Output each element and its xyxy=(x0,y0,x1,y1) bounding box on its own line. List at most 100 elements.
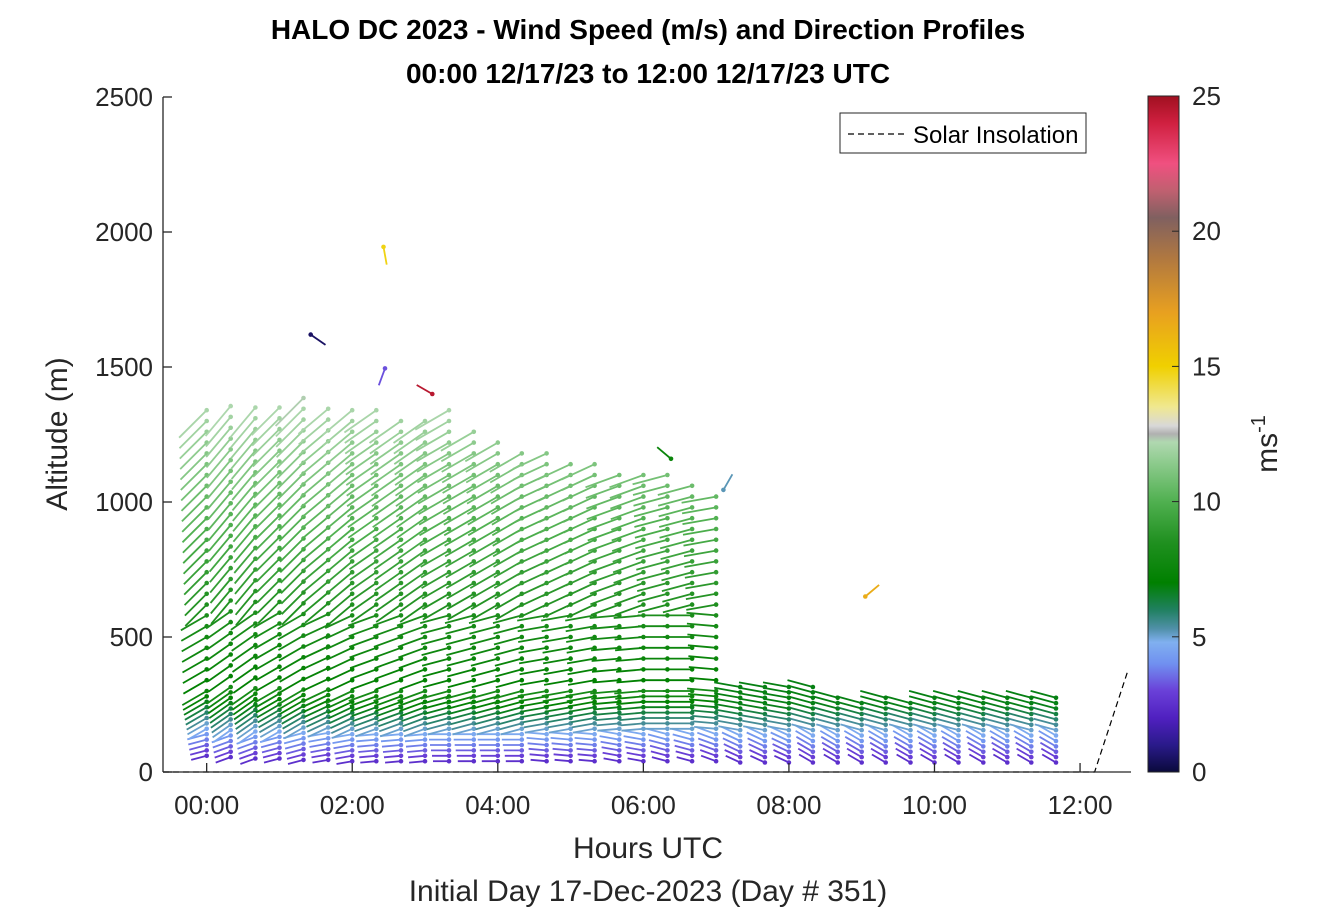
wind-barb-point xyxy=(786,727,792,733)
wind-barb-shaft xyxy=(230,439,257,470)
wind-barb-shaft xyxy=(301,526,329,550)
wind-barb-point xyxy=(374,742,379,748)
y-axis-label: Altitude (m) xyxy=(41,357,74,510)
wind-barb-shaft xyxy=(822,747,839,758)
wind-barb-point xyxy=(519,742,525,748)
wind-barb-shaft xyxy=(328,603,353,625)
wind-barb-shaft xyxy=(396,528,426,550)
wind-barb-shaft xyxy=(369,441,402,465)
wind-barb-shaft xyxy=(1038,730,1057,742)
wind-barb-point xyxy=(277,567,282,572)
wind-barb-point xyxy=(422,688,428,694)
wind-barb-shaft xyxy=(992,747,1008,758)
wind-barb-shaft xyxy=(348,539,377,560)
wind-barb-shaft xyxy=(844,736,863,748)
wind-barb-point xyxy=(277,599,282,605)
wind-barb-shaft xyxy=(715,708,741,715)
wind-barb-shaft xyxy=(787,695,814,704)
wind-barb-shaft xyxy=(374,560,402,581)
wind-barb-shaft xyxy=(187,722,208,736)
wind-barb-shaft xyxy=(231,633,256,652)
wind-barb-shaft xyxy=(186,717,208,731)
wind-barb-point xyxy=(1029,760,1034,765)
wind-barb-point xyxy=(713,715,719,721)
wind-barb-shaft xyxy=(286,753,304,760)
wind-barb-point xyxy=(374,726,379,732)
wind-barb-shaft xyxy=(991,741,1008,753)
wind-barb-shaft xyxy=(205,427,232,458)
wind-barb-point xyxy=(277,426,282,432)
wind-barb-point xyxy=(471,726,477,732)
wind-barb-shaft xyxy=(722,473,734,491)
wind-barb-point xyxy=(374,753,379,759)
wind-barb-point xyxy=(544,461,549,467)
wind-barb-point xyxy=(253,745,258,750)
wind-barb-shaft xyxy=(407,749,426,753)
wind-barb-shaft xyxy=(771,737,790,748)
wind-barb-shaft xyxy=(180,463,208,491)
wind-barb-shaft xyxy=(251,417,281,447)
wind-barb-shaft xyxy=(206,643,232,661)
wind-barb-shaft xyxy=(603,757,620,763)
wind-barb-shaft xyxy=(451,722,475,731)
wind-barb-shaft xyxy=(788,706,814,715)
wind-barb-shaft xyxy=(350,668,377,680)
wind-barb-shaft xyxy=(447,679,475,689)
wind-barb-shaft xyxy=(349,560,377,581)
wind-barb-shaft xyxy=(383,754,402,759)
wind-barb-shaft xyxy=(837,706,862,715)
wind-barb-point xyxy=(737,727,743,733)
wind-barb-point xyxy=(1053,722,1059,728)
wind-barb-shaft xyxy=(985,723,1008,731)
wind-barb-point xyxy=(713,688,719,694)
wind-barb-shaft xyxy=(471,668,499,678)
wind-barb-shaft xyxy=(621,727,644,732)
wind-barb-point xyxy=(713,748,719,753)
wind-barb-shaft xyxy=(587,538,620,552)
wind-barb-shaft xyxy=(328,706,353,720)
wind-barb-shaft xyxy=(908,700,935,710)
wind-barb-shaft xyxy=(262,752,280,759)
wind-barb-point xyxy=(374,602,379,607)
wind-barb-shaft xyxy=(325,506,353,531)
wind-barb-point xyxy=(495,753,501,759)
wind-barb-shaft xyxy=(519,679,547,686)
wind-barb-point xyxy=(665,548,670,553)
wind-barb-shaft xyxy=(819,730,839,742)
wind-barb-point xyxy=(277,524,282,529)
wind-barb-point xyxy=(737,722,743,728)
wind-barb-shaft xyxy=(600,740,620,746)
wind-barb-shaft xyxy=(397,690,426,702)
wind-barb-shaft xyxy=(541,614,571,622)
wind-barb-shaft xyxy=(469,549,499,568)
wind-barb-point xyxy=(665,758,670,764)
wind-barb-point xyxy=(349,429,355,435)
wind-barb-shaft xyxy=(230,611,256,631)
wind-barb-shaft xyxy=(419,614,450,624)
wind-barb-point xyxy=(981,717,986,722)
wind-barb-shaft xyxy=(563,517,595,534)
wind-barb-shaft xyxy=(372,506,402,528)
wind-barb-point xyxy=(374,483,379,489)
wind-barb-shaft xyxy=(959,712,984,721)
wind-barb-point xyxy=(689,602,695,607)
wind-barb-point xyxy=(495,742,501,748)
wind-barb-shaft xyxy=(258,719,280,734)
wind-barb-shaft xyxy=(1008,717,1032,726)
wind-barb-shaft xyxy=(301,505,329,529)
wind-barb-point xyxy=(859,733,864,738)
wind-barb-shaft xyxy=(232,514,257,543)
wind-barb-shaft xyxy=(494,646,523,656)
wind-barb-shaft xyxy=(789,712,814,721)
wind-barb-shaft xyxy=(493,571,523,589)
wind-barb-shaft xyxy=(415,431,450,452)
wind-barb-shaft xyxy=(836,695,862,704)
wind-barb-point xyxy=(398,440,404,445)
wind-barb-point xyxy=(349,451,355,456)
wind-barb-shaft xyxy=(394,463,426,486)
wind-barb-shaft xyxy=(566,695,595,703)
wind-barb-shaft xyxy=(181,506,208,533)
wind-barb-shaft xyxy=(443,517,475,537)
wind-barb-point xyxy=(1005,717,1010,722)
wind-barb-shaft xyxy=(888,723,911,731)
